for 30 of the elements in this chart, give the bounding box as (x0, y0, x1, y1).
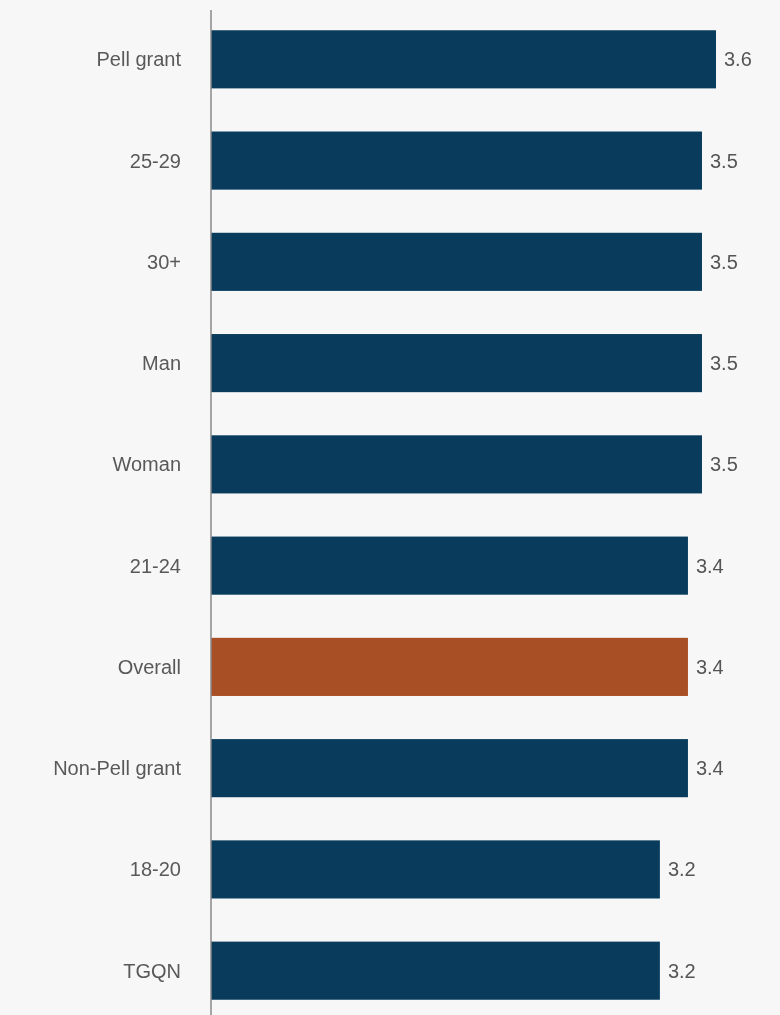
data-label: 3.4 (695, 655, 724, 678)
data-label: 3.4 (695, 757, 724, 780)
y-tick-label: 25-29 (129, 149, 181, 172)
bar (211, 30, 716, 89)
data-label: 3.6 (724, 48, 752, 71)
y-tick-label: 18-20 (129, 858, 181, 881)
bar (211, 131, 702, 190)
bar (211, 840, 660, 899)
y-tick-label: Woman (112, 453, 181, 476)
data-label: 3.5 (709, 453, 738, 476)
y-tick-label: 30+ (147, 250, 181, 273)
bar (211, 536, 688, 595)
bar (211, 739, 688, 798)
data-label: 3.4 (695, 554, 724, 577)
y-tick-label: Non-Pell grant (53, 757, 182, 780)
data-label: 3.2 (667, 959, 696, 982)
data-label: 3.5 (709, 149, 738, 172)
bar (211, 334, 702, 393)
bar (211, 941, 660, 1000)
bar (211, 232, 702, 291)
data-label: 3.5 (709, 352, 738, 375)
data-label: 3.2 (667, 858, 696, 881)
bar (211, 637, 688, 696)
y-tick-label: Man (142, 352, 181, 375)
y-tick-label: TGQN (123, 959, 181, 982)
bar (211, 435, 702, 494)
data-label: 3.5 (709, 250, 738, 273)
y-tick-label: Overall (117, 655, 181, 678)
y-tick-label: 21-24 (129, 554, 181, 577)
y-tick-label: Pell grant (96, 48, 182, 71)
